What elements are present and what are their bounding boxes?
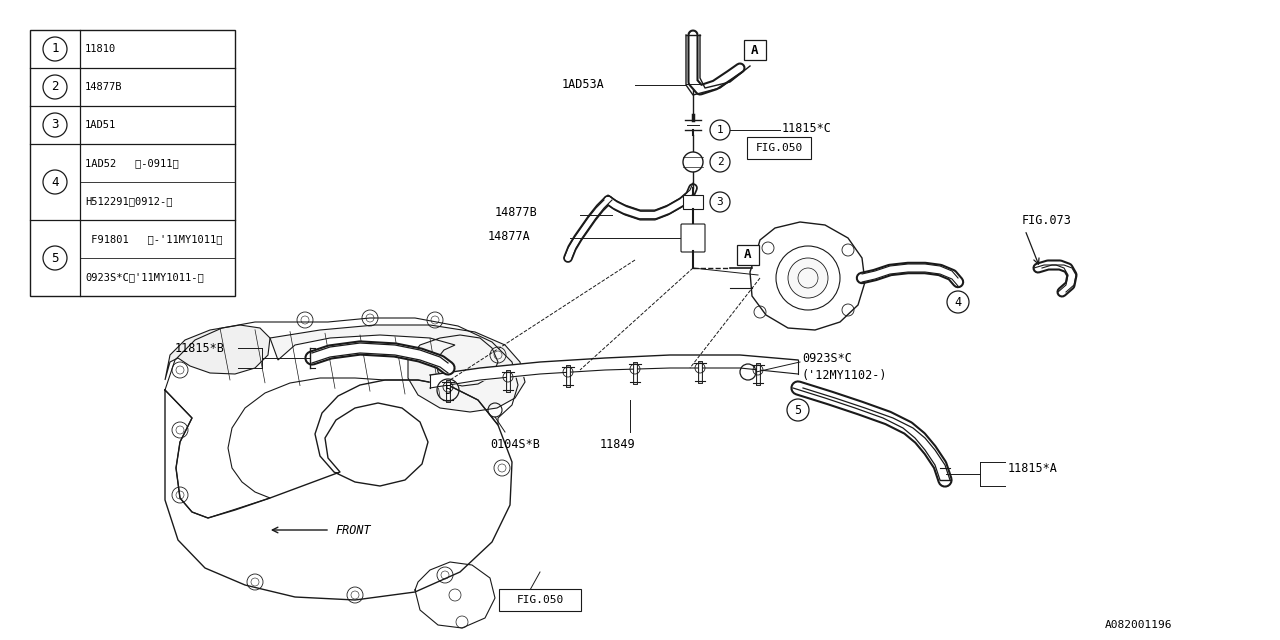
Text: FIG.050: FIG.050 (516, 595, 563, 605)
Bar (29, 30, 236, 296)
Text: 11815*A: 11815*A (1009, 461, 1057, 474)
FancyBboxPatch shape (681, 224, 705, 252)
Text: 11815*B: 11815*B (175, 342, 225, 355)
Circle shape (684, 152, 703, 172)
Circle shape (776, 246, 840, 310)
Polygon shape (270, 325, 525, 412)
Text: H512291（0912-）: H512291（0912-） (84, 196, 173, 206)
Text: ('12MY1102-): ('12MY1102-) (803, 369, 887, 381)
Text: 1: 1 (51, 42, 59, 56)
Text: 5: 5 (51, 252, 59, 264)
Text: A082001196: A082001196 (1105, 620, 1172, 630)
Text: 1AD51: 1AD51 (84, 120, 116, 130)
FancyBboxPatch shape (499, 589, 581, 611)
Polygon shape (750, 222, 865, 330)
Text: 1AD52   （-0911）: 1AD52 （-0911） (84, 158, 179, 168)
Text: 1: 1 (717, 125, 723, 135)
Bar (744, 40, 765, 60)
Text: F91801   （-'11MY1011）: F91801 （-'11MY1011） (84, 234, 223, 244)
Text: 3: 3 (51, 118, 59, 131)
Text: 14877B: 14877B (495, 207, 538, 220)
Text: A: A (744, 248, 751, 262)
Circle shape (788, 258, 828, 298)
Text: 5: 5 (444, 383, 452, 397)
Bar (684, 195, 703, 209)
Text: 4: 4 (955, 296, 961, 308)
Text: 3: 3 (717, 197, 723, 207)
Text: 11810: 11810 (84, 44, 116, 54)
Text: 0923S*C: 0923S*C (803, 351, 852, 365)
Text: 1AD53A: 1AD53A (562, 79, 604, 92)
Text: 4: 4 (51, 175, 59, 189)
FancyBboxPatch shape (748, 137, 812, 159)
Text: 11815*C: 11815*C (782, 122, 832, 134)
Text: 0923S*C（'11MY1011-）: 0923S*C（'11MY1011-） (84, 272, 204, 282)
Text: 5: 5 (795, 403, 801, 417)
Text: FRONT: FRONT (335, 524, 371, 536)
Text: A: A (751, 44, 759, 56)
Text: 11849: 11849 (600, 438, 636, 451)
Text: 14877A: 14877A (488, 230, 531, 243)
Text: 2: 2 (51, 81, 59, 93)
Bar (737, 245, 759, 265)
Polygon shape (165, 325, 270, 380)
Text: FIG.050: FIG.050 (755, 143, 803, 153)
Text: 2: 2 (717, 157, 723, 167)
Text: 14877B: 14877B (84, 82, 123, 92)
Text: FIG.073: FIG.073 (1021, 214, 1071, 227)
Text: 0104S*B: 0104S*B (490, 438, 540, 451)
